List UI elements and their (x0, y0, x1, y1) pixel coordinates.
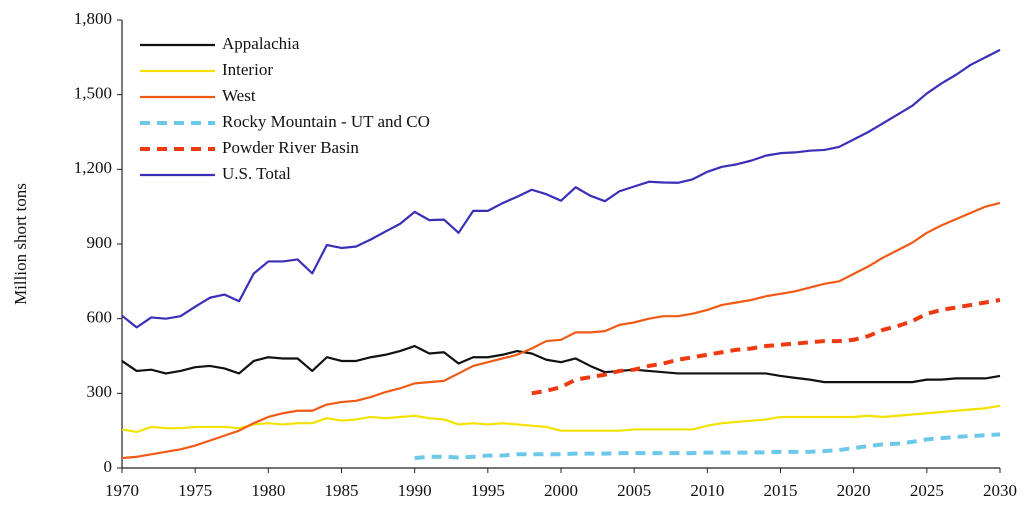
y-tick-label: 1,200 (74, 158, 112, 177)
x-tick-label: 2020 (837, 481, 871, 500)
legend-label: Interior (222, 60, 273, 79)
y-tick-label: 1,800 (74, 9, 112, 28)
legend-label: Rocky Mountain - UT and CO (222, 112, 430, 131)
x-tick-label: 2005 (617, 481, 651, 500)
y-tick-label: 1,500 (74, 84, 112, 103)
series-line (121, 201, 1001, 460)
y-tick-label: 900 (87, 233, 113, 252)
series-line (121, 344, 1001, 384)
x-tick-label: 2010 (690, 481, 724, 500)
x-tick-label: 2025 (910, 481, 944, 500)
series-line (531, 298, 1001, 396)
x-tick-label: 1985 (325, 481, 359, 500)
x-tick-label: 1980 (251, 481, 285, 500)
legend-label: Appalachia (222, 34, 300, 53)
x-tick-label: 2000 (544, 481, 578, 500)
x-tick-label: 1990 (398, 481, 432, 500)
series-line (414, 432, 1001, 461)
x-tick-label: 2030 (983, 481, 1017, 500)
x-tick-label: 1975 (178, 481, 212, 500)
y-tick-label: 0 (104, 457, 113, 476)
y-axis-label: Million short tons (11, 183, 30, 305)
legend-label: West (222, 86, 256, 105)
series-line (121, 404, 1001, 434)
x-tick-label: 2015 (764, 481, 798, 500)
legend-label: Powder River Basin (222, 138, 359, 157)
y-tick-label: 600 (87, 308, 113, 327)
y-tick-label: 300 (87, 382, 113, 401)
x-tick-label: 1970 (105, 481, 139, 500)
series-line (121, 48, 1001, 329)
legend-label: U.S. Total (222, 164, 291, 183)
x-tick-label: 1995 (471, 481, 505, 500)
